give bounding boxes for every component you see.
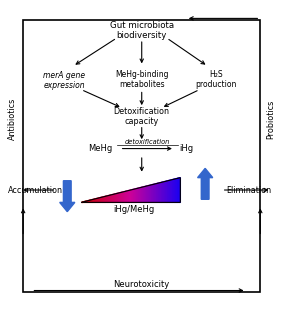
Polygon shape xyxy=(143,187,144,202)
Polygon shape xyxy=(89,200,90,202)
Polygon shape xyxy=(92,199,94,202)
Text: Probiotics: Probiotics xyxy=(266,99,275,139)
Polygon shape xyxy=(96,198,97,202)
Polygon shape xyxy=(106,196,107,202)
Polygon shape xyxy=(130,190,131,202)
Polygon shape xyxy=(117,193,118,202)
Polygon shape xyxy=(149,185,151,202)
Polygon shape xyxy=(174,179,175,202)
Text: Detoxification
capacity: Detoxification capacity xyxy=(114,107,170,126)
Text: Elimination: Elimination xyxy=(227,186,272,194)
Polygon shape xyxy=(94,199,95,202)
Polygon shape xyxy=(133,189,134,202)
Polygon shape xyxy=(172,179,173,202)
Polygon shape xyxy=(140,187,142,202)
FancyArrow shape xyxy=(198,168,213,199)
Polygon shape xyxy=(144,186,146,202)
Polygon shape xyxy=(118,193,119,202)
Polygon shape xyxy=(124,191,126,202)
Polygon shape xyxy=(178,178,179,202)
Polygon shape xyxy=(108,195,110,202)
Text: Gut microbiota
biodiversity: Gut microbiota biodiversity xyxy=(110,21,174,41)
Text: MeHg: MeHg xyxy=(88,144,112,153)
Polygon shape xyxy=(158,183,159,202)
Bar xyxy=(23,20,260,292)
Polygon shape xyxy=(113,194,115,202)
Polygon shape xyxy=(169,180,170,202)
Polygon shape xyxy=(153,184,154,202)
Polygon shape xyxy=(134,189,136,202)
Polygon shape xyxy=(100,197,101,202)
Text: Accumulation: Accumulation xyxy=(8,186,63,194)
Polygon shape xyxy=(119,193,121,202)
Polygon shape xyxy=(127,191,128,202)
Polygon shape xyxy=(157,183,158,202)
Polygon shape xyxy=(122,192,123,202)
Polygon shape xyxy=(101,197,102,202)
Text: MeHg-binding
metabolites: MeHg-binding metabolites xyxy=(115,70,169,89)
Text: Neurotoxicity: Neurotoxicity xyxy=(114,280,170,289)
Polygon shape xyxy=(142,187,143,202)
Polygon shape xyxy=(98,198,100,202)
Polygon shape xyxy=(115,194,116,202)
Polygon shape xyxy=(147,186,148,202)
Polygon shape xyxy=(97,198,98,202)
Polygon shape xyxy=(95,199,96,202)
Polygon shape xyxy=(160,182,162,202)
Polygon shape xyxy=(170,180,172,202)
Polygon shape xyxy=(136,188,137,202)
Polygon shape xyxy=(128,190,130,202)
Polygon shape xyxy=(163,182,164,202)
Polygon shape xyxy=(107,196,108,202)
Polygon shape xyxy=(179,178,180,202)
Polygon shape xyxy=(103,197,105,202)
Polygon shape xyxy=(102,197,103,202)
Polygon shape xyxy=(131,190,132,202)
Polygon shape xyxy=(175,178,177,202)
Polygon shape xyxy=(162,182,163,202)
Text: detoxification: detoxification xyxy=(124,139,170,145)
Polygon shape xyxy=(168,180,169,202)
Polygon shape xyxy=(148,185,149,202)
Polygon shape xyxy=(86,201,87,202)
Polygon shape xyxy=(87,201,89,202)
Polygon shape xyxy=(123,192,124,202)
FancyArrow shape xyxy=(60,181,75,212)
Text: iHg: iHg xyxy=(179,144,193,153)
Polygon shape xyxy=(126,191,127,202)
Polygon shape xyxy=(132,189,133,202)
Polygon shape xyxy=(177,178,178,202)
Polygon shape xyxy=(155,183,157,202)
Polygon shape xyxy=(159,183,160,202)
Polygon shape xyxy=(173,179,174,202)
Polygon shape xyxy=(138,188,139,202)
Polygon shape xyxy=(111,195,112,202)
Polygon shape xyxy=(110,195,111,202)
Polygon shape xyxy=(139,188,140,202)
Polygon shape xyxy=(152,184,153,202)
Text: merA gene
expression: merA gene expression xyxy=(44,71,86,90)
Polygon shape xyxy=(146,186,147,202)
Polygon shape xyxy=(85,201,86,202)
Polygon shape xyxy=(167,181,168,202)
Text: Antibiotics: Antibiotics xyxy=(8,98,17,140)
Polygon shape xyxy=(164,181,166,202)
Polygon shape xyxy=(166,181,167,202)
Polygon shape xyxy=(137,188,138,202)
Polygon shape xyxy=(154,184,155,202)
Text: H₂S
production: H₂S production xyxy=(196,70,237,89)
Polygon shape xyxy=(91,200,92,202)
Polygon shape xyxy=(116,193,117,202)
Polygon shape xyxy=(105,196,106,202)
Polygon shape xyxy=(121,192,122,202)
Polygon shape xyxy=(112,194,113,202)
Polygon shape xyxy=(151,185,152,202)
Text: iHg/MeHg: iHg/MeHg xyxy=(113,205,154,214)
Polygon shape xyxy=(90,200,91,202)
